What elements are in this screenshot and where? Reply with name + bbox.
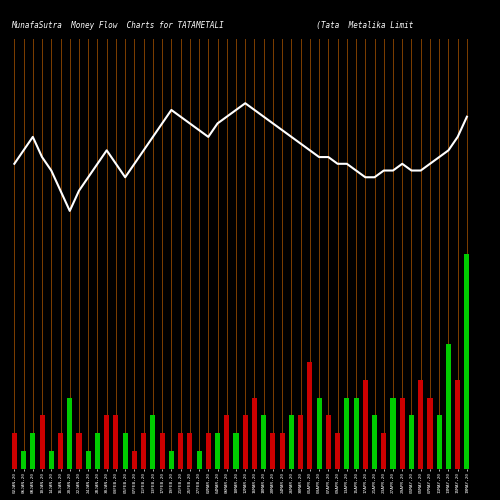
Bar bbox=[122, 434, 128, 470]
Text: MunafaSutra  Money Flow  Charts for TATAMETALI                    (Tata  Metalik: MunafaSutra Money Flow Charts for TATAME… bbox=[12, 21, 414, 30]
Bar bbox=[215, 434, 220, 470]
Bar bbox=[464, 254, 469, 470]
Bar bbox=[436, 416, 442, 470]
Bar bbox=[418, 380, 424, 470]
Bar bbox=[298, 416, 303, 470]
Bar bbox=[95, 434, 100, 470]
Bar bbox=[252, 398, 257, 469]
Bar bbox=[280, 434, 284, 470]
Bar bbox=[169, 452, 174, 469]
Bar bbox=[428, 398, 432, 469]
Bar bbox=[30, 434, 36, 470]
Bar bbox=[160, 434, 164, 470]
Bar bbox=[196, 452, 202, 469]
Bar bbox=[316, 398, 322, 469]
Bar bbox=[409, 416, 414, 470]
Bar bbox=[363, 380, 368, 470]
Bar bbox=[188, 434, 192, 470]
Bar bbox=[114, 416, 118, 470]
Bar bbox=[270, 434, 276, 470]
Bar bbox=[308, 362, 312, 470]
Bar bbox=[381, 434, 386, 470]
Bar bbox=[372, 416, 377, 470]
Bar bbox=[40, 416, 44, 470]
Bar bbox=[104, 416, 109, 470]
Bar bbox=[86, 452, 91, 469]
Bar bbox=[335, 434, 340, 470]
Bar bbox=[12, 434, 17, 470]
Bar bbox=[289, 416, 294, 470]
Bar bbox=[354, 398, 358, 469]
Bar bbox=[76, 434, 82, 470]
Bar bbox=[224, 416, 230, 470]
Bar bbox=[326, 416, 331, 470]
Bar bbox=[150, 416, 156, 470]
Bar bbox=[242, 416, 248, 470]
Bar bbox=[58, 434, 63, 470]
Bar bbox=[132, 452, 137, 469]
Bar bbox=[67, 398, 72, 469]
Bar bbox=[344, 398, 350, 469]
Bar bbox=[141, 434, 146, 470]
Bar bbox=[48, 452, 54, 469]
Bar bbox=[234, 434, 238, 470]
Bar bbox=[261, 416, 266, 470]
Bar bbox=[400, 398, 405, 469]
Bar bbox=[21, 452, 26, 469]
Bar bbox=[178, 434, 183, 470]
Bar bbox=[455, 380, 460, 470]
Bar bbox=[446, 344, 451, 469]
Bar bbox=[206, 434, 211, 470]
Bar bbox=[390, 398, 396, 469]
